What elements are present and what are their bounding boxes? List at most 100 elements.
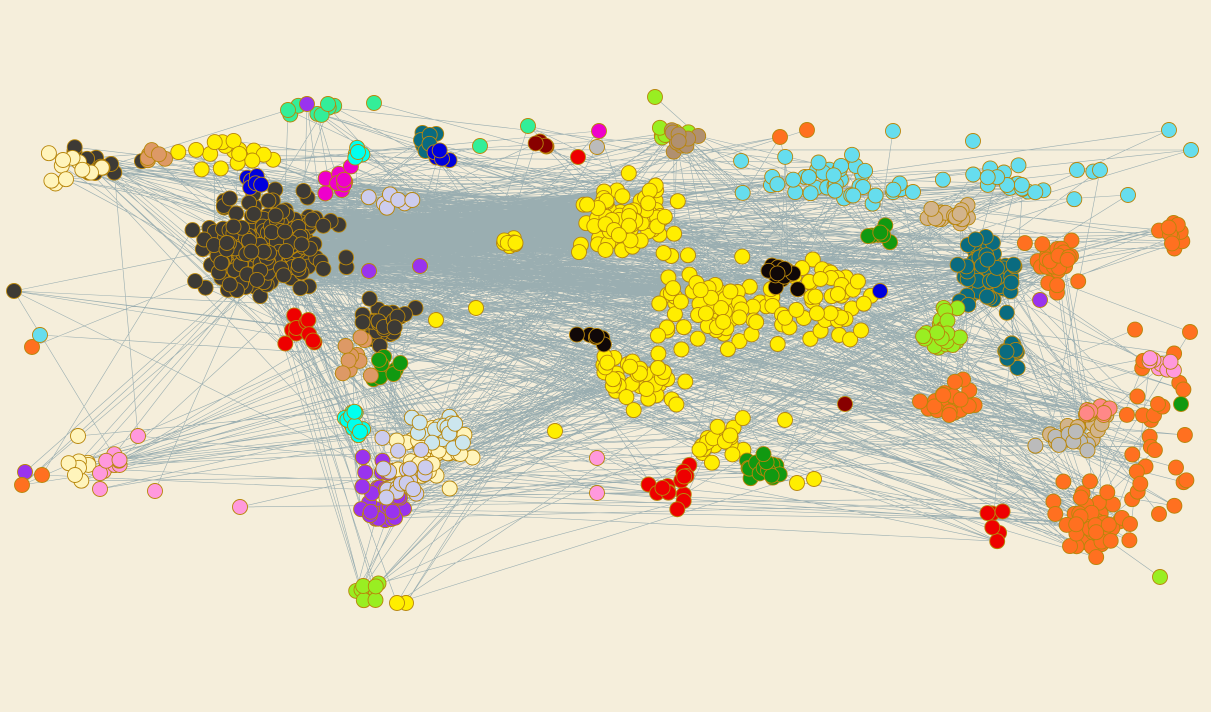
network-node[interactable] — [680, 247, 696, 264]
network-node[interactable] — [74, 161, 91, 178]
network-node[interactable] — [650, 360, 666, 376]
network-node[interactable] — [620, 165, 637, 182]
network-node[interactable] — [1092, 162, 1108, 178]
network-node[interactable] — [417, 459, 434, 476]
network-node[interactable] — [187, 273, 204, 290]
network-node[interactable] — [605, 371, 621, 388]
network-node[interactable] — [669, 193, 686, 210]
network-node[interactable] — [354, 449, 371, 466]
network-node[interactable] — [507, 234, 524, 251]
network-node[interactable] — [221, 276, 238, 293]
network-node[interactable] — [1175, 381, 1192, 398]
network-node[interactable] — [413, 441, 430, 458]
network-node[interactable] — [691, 441, 708, 458]
network-node[interactable] — [570, 149, 586, 165]
network-node[interactable] — [1124, 446, 1141, 463]
network-node[interactable] — [675, 319, 692, 336]
network-node[interactable] — [70, 428, 86, 444]
network-node[interactable] — [655, 245, 672, 261]
network-node[interactable] — [1010, 157, 1027, 174]
network-node[interactable] — [441, 480, 458, 497]
network-node[interactable] — [650, 345, 667, 362]
network-node[interactable] — [769, 336, 786, 352]
network-node[interactable] — [965, 133, 981, 149]
network-node[interactable] — [777, 148, 794, 165]
network-node[interactable] — [371, 351, 387, 368]
network-node[interactable] — [638, 381, 655, 397]
network-node[interactable] — [829, 286, 846, 302]
network-node[interactable] — [221, 190, 238, 207]
network-node[interactable] — [654, 479, 671, 496]
network-node[interactable] — [55, 152, 71, 168]
network-node[interactable] — [952, 391, 969, 408]
network-node[interactable] — [935, 387, 952, 404]
network-node[interactable] — [411, 414, 428, 431]
network-node[interactable] — [1120, 187, 1136, 203]
network-node[interactable] — [769, 176, 786, 193]
network-node[interactable] — [719, 341, 736, 358]
network-node[interactable] — [1005, 256, 1022, 273]
network-node[interactable] — [755, 446, 772, 463]
network-node[interactable] — [800, 169, 817, 185]
network-node[interactable] — [32, 327, 48, 343]
network-node[interactable] — [1027, 184, 1044, 201]
network-node[interactable] — [405, 481, 422, 498]
network-node[interactable] — [292, 280, 309, 297]
network-node[interactable] — [315, 260, 332, 277]
network-node[interactable] — [206, 134, 223, 151]
network-node[interactable] — [334, 365, 351, 382]
network-node[interactable] — [367, 578, 384, 595]
network-node[interactable] — [1127, 321, 1143, 338]
network-node[interactable] — [362, 367, 379, 384]
network-node[interactable] — [748, 314, 765, 331]
network-node[interactable] — [245, 206, 262, 222]
network-node[interactable] — [147, 483, 163, 499]
network-node[interactable] — [731, 333, 748, 350]
network-node[interactable] — [849, 273, 866, 290]
network-node[interactable] — [669, 501, 686, 518]
network-node[interactable] — [872, 224, 889, 241]
network-node[interactable] — [588, 327, 605, 344]
network-node[interactable] — [278, 243, 295, 260]
network-node[interactable] — [1055, 473, 1072, 490]
network-node[interactable] — [253, 176, 270, 193]
network-node[interactable] — [885, 181, 902, 198]
network-node[interactable] — [984, 519, 1001, 536]
network-node[interactable] — [527, 135, 544, 152]
network-node[interactable] — [428, 312, 444, 328]
network-node[interactable] — [1099, 484, 1116, 501]
network-node[interactable] — [1049, 277, 1066, 294]
network-node[interactable] — [1152, 569, 1168, 585]
network-node[interactable] — [366, 95, 382, 111]
network-node[interactable] — [231, 145, 248, 162]
network-node[interactable] — [1129, 388, 1146, 405]
network-node[interactable] — [1132, 475, 1149, 492]
network-node[interactable] — [299, 96, 315, 112]
network-node[interactable] — [98, 452, 115, 469]
network-node[interactable] — [357, 464, 374, 481]
network-node[interactable] — [731, 309, 748, 326]
network-node[interactable] — [67, 467, 83, 483]
network-node[interactable] — [243, 243, 260, 260]
network-node[interactable] — [885, 123, 901, 139]
network-node[interactable] — [934, 171, 951, 188]
network-node[interactable] — [1102, 532, 1119, 549]
network-node[interactable] — [998, 304, 1015, 321]
network-node[interactable] — [350, 144, 366, 160]
network-node[interactable] — [6, 283, 22, 299]
network-node[interactable] — [668, 396, 685, 413]
network-node[interactable] — [724, 446, 741, 463]
network-node[interactable] — [295, 182, 312, 199]
network-node[interactable] — [361, 263, 377, 279]
network-node[interactable] — [228, 205, 245, 222]
network-node[interactable] — [184, 222, 201, 239]
network-node[interactable] — [280, 102, 296, 118]
network-node[interactable] — [1100, 516, 1117, 533]
network-node[interactable] — [336, 171, 352, 188]
network-node[interactable] — [378, 489, 395, 506]
network-node[interactable] — [788, 301, 805, 318]
network-node[interactable] — [965, 166, 982, 183]
network-node[interactable] — [689, 330, 706, 347]
network-node[interactable] — [17, 464, 33, 480]
network-node[interactable] — [520, 118, 536, 134]
